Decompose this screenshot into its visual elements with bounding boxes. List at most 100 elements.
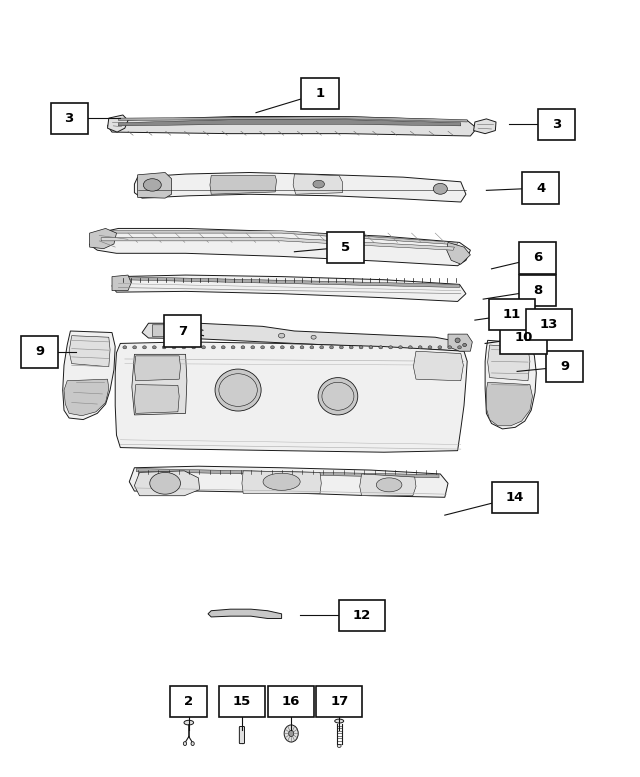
Ellipse shape [359, 346, 363, 349]
Ellipse shape [211, 346, 215, 349]
FancyBboxPatch shape [316, 686, 362, 717]
Text: 1: 1 [316, 87, 324, 99]
Ellipse shape [349, 346, 353, 349]
FancyBboxPatch shape [170, 686, 207, 717]
Polygon shape [152, 325, 204, 336]
FancyBboxPatch shape [489, 299, 535, 330]
Polygon shape [134, 356, 180, 381]
Ellipse shape [260, 346, 264, 349]
Polygon shape [447, 242, 470, 264]
Ellipse shape [318, 378, 358, 415]
Ellipse shape [433, 183, 447, 194]
Text: 3: 3 [65, 112, 74, 124]
Ellipse shape [463, 343, 467, 347]
Text: 5: 5 [341, 241, 350, 253]
Polygon shape [242, 471, 321, 493]
Polygon shape [64, 379, 109, 416]
Text: 8: 8 [533, 284, 542, 297]
Text: 7: 7 [178, 325, 187, 337]
Text: 13: 13 [540, 319, 558, 331]
Polygon shape [90, 228, 470, 266]
Ellipse shape [263, 473, 300, 490]
Text: 15: 15 [233, 695, 251, 708]
FancyBboxPatch shape [522, 172, 559, 204]
FancyBboxPatch shape [51, 103, 88, 134]
Ellipse shape [438, 346, 442, 349]
Ellipse shape [330, 346, 333, 349]
Ellipse shape [339, 346, 343, 349]
Ellipse shape [280, 346, 284, 349]
Polygon shape [360, 474, 416, 496]
Ellipse shape [289, 730, 294, 737]
Ellipse shape [143, 179, 161, 191]
FancyBboxPatch shape [301, 78, 339, 109]
Polygon shape [485, 340, 536, 429]
Ellipse shape [182, 346, 186, 349]
Ellipse shape [458, 346, 461, 349]
FancyBboxPatch shape [519, 242, 556, 274]
Polygon shape [413, 351, 463, 381]
Polygon shape [120, 277, 460, 287]
Polygon shape [108, 115, 128, 132]
Ellipse shape [313, 180, 324, 188]
Ellipse shape [408, 346, 412, 349]
Ellipse shape [219, 374, 257, 406]
FancyBboxPatch shape [327, 232, 364, 263]
Text: 2: 2 [184, 695, 193, 708]
Ellipse shape [320, 346, 324, 349]
FancyBboxPatch shape [21, 336, 58, 368]
Polygon shape [63, 331, 115, 420]
Polygon shape [101, 238, 454, 250]
Polygon shape [486, 382, 532, 426]
Ellipse shape [172, 346, 176, 349]
Text: 4: 4 [536, 182, 545, 194]
Text: 12: 12 [353, 609, 371, 622]
Ellipse shape [191, 741, 195, 746]
Polygon shape [108, 117, 477, 136]
Ellipse shape [379, 346, 383, 349]
Ellipse shape [271, 346, 275, 349]
Polygon shape [210, 176, 276, 194]
Text: 3: 3 [552, 118, 561, 131]
Text: 9: 9 [35, 346, 44, 358]
Ellipse shape [251, 346, 255, 349]
Polygon shape [100, 231, 458, 245]
Polygon shape [112, 275, 131, 291]
Ellipse shape [231, 346, 235, 349]
Polygon shape [488, 345, 530, 381]
Ellipse shape [278, 333, 285, 338]
Ellipse shape [376, 478, 402, 492]
FancyBboxPatch shape [239, 726, 244, 744]
Polygon shape [132, 354, 187, 415]
Ellipse shape [428, 346, 432, 349]
Polygon shape [142, 323, 460, 351]
Text: 17: 17 [330, 695, 348, 708]
Polygon shape [118, 117, 467, 122]
FancyBboxPatch shape [546, 351, 583, 382]
Text: 9: 9 [560, 361, 569, 373]
Ellipse shape [335, 720, 344, 723]
Polygon shape [69, 336, 110, 367]
Polygon shape [136, 469, 439, 478]
FancyBboxPatch shape [492, 482, 538, 513]
Ellipse shape [290, 346, 294, 349]
Ellipse shape [455, 338, 460, 343]
Polygon shape [129, 466, 448, 497]
Ellipse shape [310, 346, 314, 349]
Polygon shape [474, 119, 496, 134]
Polygon shape [90, 228, 116, 249]
Text: 11: 11 [503, 308, 521, 321]
Polygon shape [138, 172, 172, 198]
Text: 16: 16 [282, 695, 300, 708]
Polygon shape [112, 275, 466, 301]
Ellipse shape [399, 346, 403, 349]
Ellipse shape [369, 346, 373, 349]
Polygon shape [134, 172, 466, 202]
Ellipse shape [183, 741, 187, 746]
Ellipse shape [202, 346, 205, 349]
Ellipse shape [215, 369, 261, 411]
FancyBboxPatch shape [219, 686, 265, 717]
Ellipse shape [311, 336, 316, 339]
Ellipse shape [221, 346, 225, 349]
Polygon shape [134, 385, 179, 413]
